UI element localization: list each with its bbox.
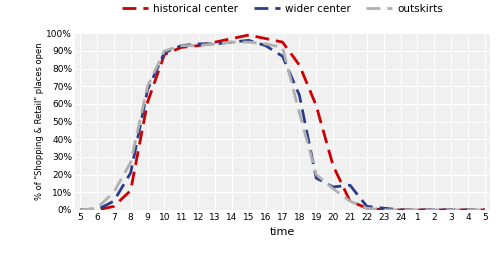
- wider center: [432, 208, 438, 211]
- wider center: [178, 44, 184, 47]
- wider center: [448, 208, 454, 211]
- wider center: [144, 88, 150, 91]
- wider center: [465, 208, 471, 211]
- outskirts: [128, 161, 134, 164]
- outskirts: [262, 42, 268, 45]
- outskirts: [364, 207, 370, 210]
- historical center: [229, 37, 235, 40]
- wider center: [330, 185, 336, 188]
- wider center: [482, 208, 488, 211]
- historical center: [414, 208, 420, 211]
- historical center: [94, 208, 100, 211]
- outskirts: [195, 44, 201, 47]
- historical center: [482, 208, 488, 211]
- historical center: [178, 46, 184, 49]
- outskirts: [482, 208, 488, 211]
- wider center: [229, 40, 235, 44]
- historical center: [448, 208, 454, 211]
- outskirts: [296, 111, 302, 114]
- outskirts: [398, 208, 404, 211]
- outskirts: [162, 49, 168, 52]
- historical center: [128, 189, 134, 192]
- outskirts: [465, 208, 471, 211]
- historical center: [330, 164, 336, 167]
- outskirts: [229, 40, 235, 44]
- wider center: [77, 208, 83, 211]
- wider center: [313, 177, 319, 180]
- Legend: historical center, wider center, outskirts: historical center, wider center, outskir…: [118, 0, 448, 18]
- historical center: [162, 53, 168, 56]
- outskirts: [448, 208, 454, 211]
- wider center: [111, 200, 117, 203]
- historical center: [262, 37, 268, 40]
- historical center: [212, 40, 218, 44]
- historical center: [296, 63, 302, 67]
- outskirts: [414, 208, 420, 211]
- wider center: [398, 208, 404, 211]
- wider center: [94, 208, 100, 211]
- historical center: [280, 40, 285, 44]
- wider center: [195, 42, 201, 45]
- outskirts: [432, 208, 438, 211]
- outskirts: [178, 44, 184, 47]
- historical center: [398, 208, 404, 211]
- wider center: [347, 184, 353, 187]
- outskirts: [280, 46, 285, 49]
- historical center: [77, 208, 83, 211]
- outskirts: [77, 208, 83, 211]
- historical center: [246, 34, 252, 37]
- wider center: [296, 93, 302, 97]
- historical center: [347, 200, 353, 203]
- outskirts: [380, 208, 386, 211]
- historical center: [465, 208, 471, 211]
- historical center: [364, 207, 370, 210]
- outskirts: [313, 173, 319, 176]
- outskirts: [111, 191, 117, 194]
- outskirts: [94, 207, 100, 210]
- historical center: [195, 44, 201, 47]
- outskirts: [212, 42, 218, 45]
- outskirts: [144, 85, 150, 88]
- outskirts: [246, 40, 252, 44]
- wider center: [380, 207, 386, 210]
- wider center: [262, 44, 268, 47]
- wider center: [364, 205, 370, 208]
- Line: outskirts: outskirts: [80, 42, 485, 210]
- wider center: [128, 171, 134, 174]
- historical center: [432, 208, 438, 211]
- historical center: [144, 101, 150, 104]
- wider center: [212, 42, 218, 45]
- historical center: [313, 104, 319, 107]
- wider center: [162, 51, 168, 54]
- historical center: [380, 208, 386, 211]
- Line: wider center: wider center: [80, 40, 485, 210]
- historical center: [111, 205, 117, 208]
- wider center: [280, 55, 285, 58]
- outskirts: [347, 200, 353, 203]
- wider center: [414, 208, 420, 211]
- X-axis label: time: time: [270, 227, 295, 237]
- outskirts: [330, 187, 336, 190]
- wider center: [246, 39, 252, 42]
- Y-axis label: % of "Shopping & Retail" places open: % of "Shopping & Retail" places open: [34, 43, 43, 200]
- Line: historical center: historical center: [80, 35, 485, 210]
